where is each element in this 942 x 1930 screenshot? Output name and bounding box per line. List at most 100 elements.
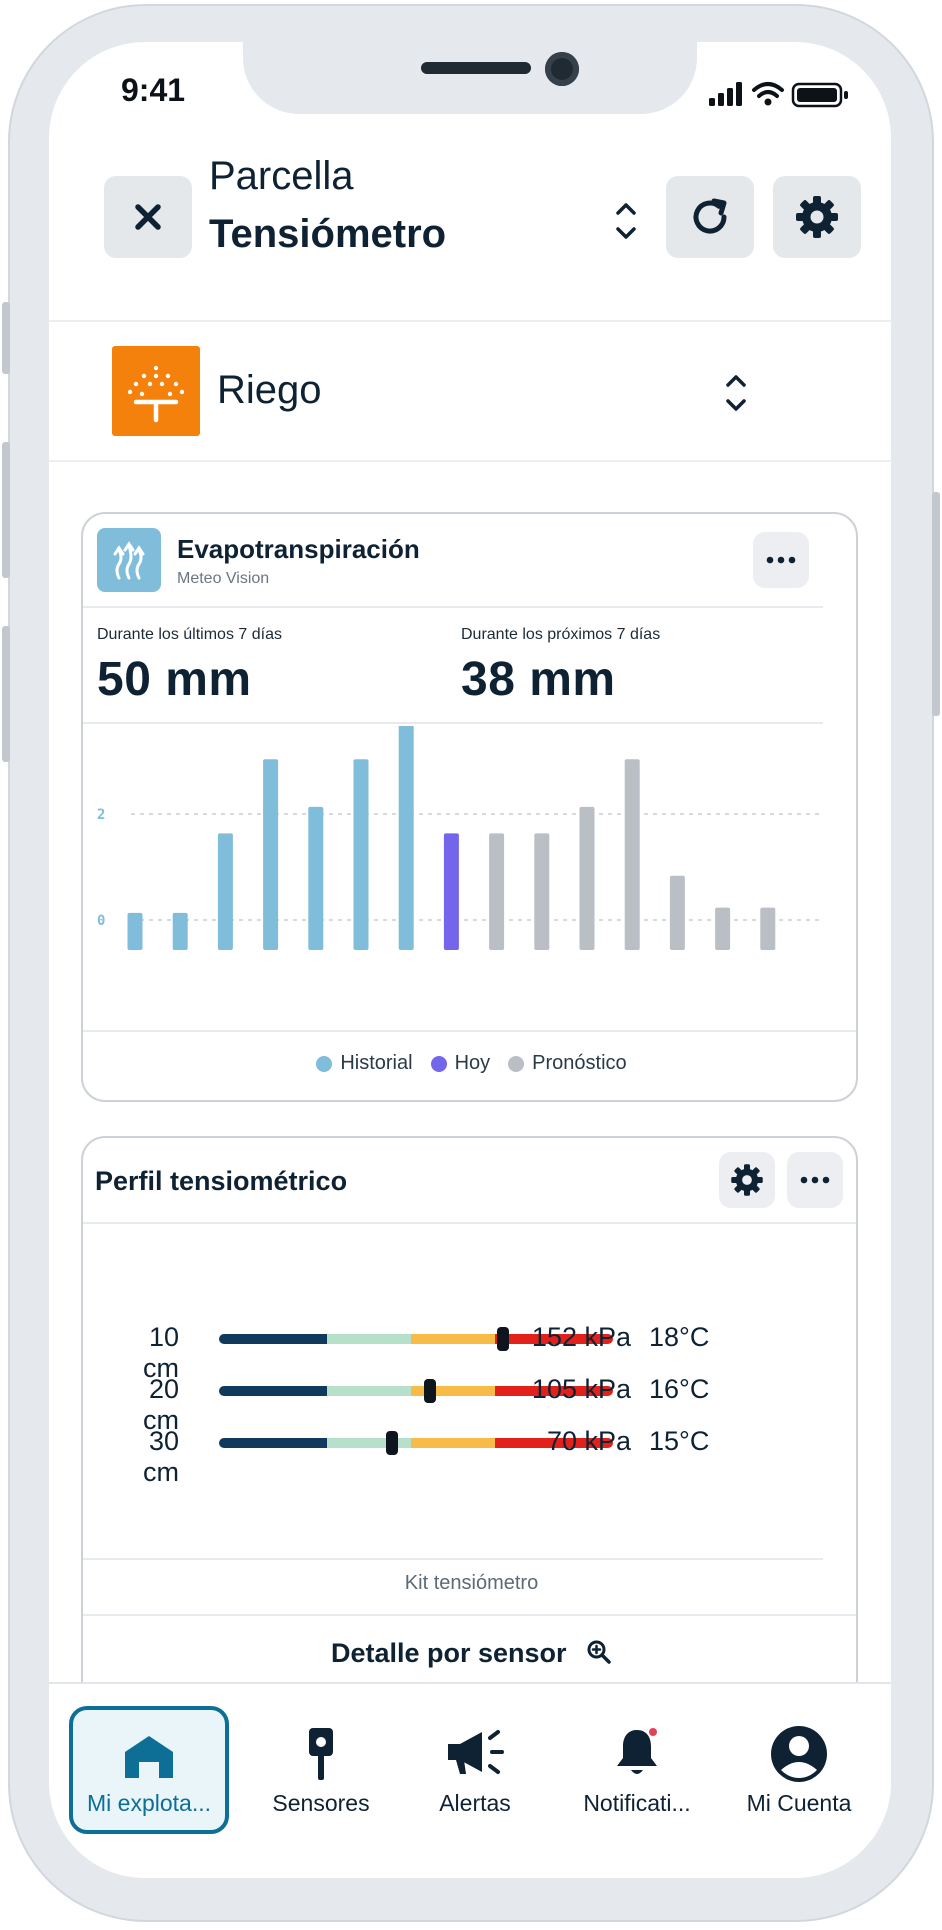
depth-label: 30 cm	[143, 1426, 179, 1487]
bar-09	[308, 806, 324, 950]
page-title: Tensiómetro	[209, 212, 447, 256]
x-tick-label: 15	[442, 957, 461, 960]
kit-label: Kit tensiómetro	[404, 1572, 539, 1594]
nav-label: Alertas	[439, 1790, 511, 1816]
legend-item-pronostico: Pronóstico	[508, 1052, 627, 1075]
bar-13	[398, 726, 414, 950]
section-selector-chevron-icon[interactable]	[723, 370, 749, 421]
megaphone-icon	[448, 1730, 504, 1774]
profile-settings-button[interactable]	[719, 1152, 775, 1208]
parcel-selector-chevron-icon[interactable]	[613, 198, 639, 249]
tension-value: 70 kPa	[546, 1426, 631, 1456]
nav-label: Mi Cuenta	[746, 1790, 852, 1816]
card-divider	[83, 1614, 856, 1616]
header-subtitle: Parcella	[209, 154, 354, 198]
nav-label: Notificati...	[583, 1790, 691, 1816]
legend-label: Pronóstico	[532, 1052, 627, 1074]
irrigation-logo-icon	[112, 346, 200, 436]
speaker	[421, 62, 531, 74]
phone-side-button	[2, 302, 10, 374]
x-tick-label: 13	[397, 957, 416, 960]
y-tick-label: 2	[97, 807, 105, 823]
tension-value: 105 kPa	[531, 1374, 631, 1404]
evapotranspiration-icon	[97, 528, 161, 592]
phone-side-button	[932, 492, 940, 716]
depth-label: 20 cm	[143, 1374, 179, 1435]
tension-scale-bar	[219, 1438, 613, 1448]
legend-dot-icon	[316, 1055, 333, 1072]
tension-marker	[496, 1327, 509, 1351]
ellipsis-icon	[800, 1176, 830, 1184]
legend-label: Hoy	[454, 1052, 491, 1074]
battery-icon	[791, 82, 848, 108]
x-tick-label: 25	[668, 957, 687, 960]
sensor-detail-label: Detalle por sensor	[330, 1638, 567, 1668]
status-icons	[707, 80, 857, 115]
tension-scale-bar	[219, 1334, 613, 1344]
settings-button[interactable]	[773, 176, 861, 258]
x-tick-label: 09	[306, 957, 325, 960]
card-divider	[83, 1222, 856, 1224]
farm-icon	[125, 1736, 173, 1778]
evapotranspiration-chart: 420010305070911131517192123252729	[97, 726, 823, 960]
bottom-navigation: Mi explota... Sensores Alertas	[49, 1682, 891, 1878]
refresh-button[interactable]	[666, 176, 754, 258]
x-tick-label: 07	[261, 957, 280, 960]
chart-legend: Historial Hoy Pronóstico	[83, 1052, 856, 1075]
nav-item-mi-cuenta[interactable]: Mi Cuenta	[719, 1706, 879, 1834]
x-tick-label: 17	[487, 957, 506, 960]
bar-05	[217, 833, 233, 950]
bar-23	[624, 759, 640, 950]
phone-screen: 9:41 Parcella Tensiómetro	[49, 42, 891, 1878]
legend-label: Historial	[340, 1052, 413, 1074]
notch	[243, 42, 697, 114]
card-title: Perfil tensiométrico	[95, 1166, 348, 1196]
x-tick-label: 23	[623, 957, 642, 960]
x-tick-label: 11	[351, 957, 370, 960]
nav-item-notificaciones[interactable]: Notificati...	[557, 1706, 717, 1834]
status-time: 9:41	[121, 72, 186, 108]
ellipsis-icon	[766, 556, 796, 564]
bar-25	[669, 875, 685, 950]
nav-item-sensores[interactable]: Sensores	[241, 1706, 401, 1834]
temperature-value: 15°C	[649, 1426, 710, 1456]
bar-19	[534, 833, 550, 950]
nav-label: Sensores	[272, 1790, 370, 1816]
bar-17	[489, 833, 505, 950]
card-divider	[83, 1030, 856, 1032]
sensor-detail-link[interactable]: Detalle por sensor	[83, 1638, 856, 1669]
temperature-value: 16°C	[649, 1374, 710, 1404]
nav-item-mi-explotacion[interactable]: Mi explota...	[69, 1706, 229, 1834]
gear-icon	[796, 196, 838, 238]
wifi-icon	[752, 82, 784, 98]
close-button[interactable]	[104, 176, 192, 258]
nav-item-alertas[interactable]: Alertas	[395, 1706, 555, 1834]
x-tick-label: 27	[713, 957, 732, 960]
bar-27	[715, 907, 731, 950]
more-options-button[interactable]	[787, 1152, 843, 1208]
nav-label: Mi explota...	[87, 1790, 211, 1816]
bar-07	[263, 759, 279, 950]
evapotranspiration-card: Evapotranspiración Meteo Vision Durante …	[81, 512, 858, 1102]
zoom-in-icon	[587, 1640, 611, 1664]
close-icon	[135, 204, 161, 230]
x-tick-label: 03	[171, 957, 190, 960]
legend-item-historial: Historial	[316, 1052, 413, 1075]
bell-icon	[617, 1728, 657, 1774]
camera	[545, 52, 579, 86]
refresh-icon	[693, 198, 727, 234]
phone-side-button	[2, 626, 10, 762]
gear-icon	[731, 1164, 763, 1196]
card-divider	[83, 1558, 823, 1560]
legend-dot-icon	[508, 1055, 525, 1072]
sensor-icon	[309, 1728, 333, 1780]
past-7-days-value: 50 mm	[97, 653, 252, 706]
next-7-days-value: 38 mm	[461, 653, 616, 706]
card-divider	[83, 722, 823, 724]
tension-marker	[423, 1379, 436, 1403]
phone-side-button	[2, 442, 10, 578]
x-tick-label: 21	[577, 957, 596, 960]
tensiometric-profile-card: Perfil tensiométrico 10 cm	[81, 1136, 858, 1706]
card-title: Evapotranspiración	[177, 534, 420, 564]
more-options-button[interactable]	[753, 532, 809, 588]
